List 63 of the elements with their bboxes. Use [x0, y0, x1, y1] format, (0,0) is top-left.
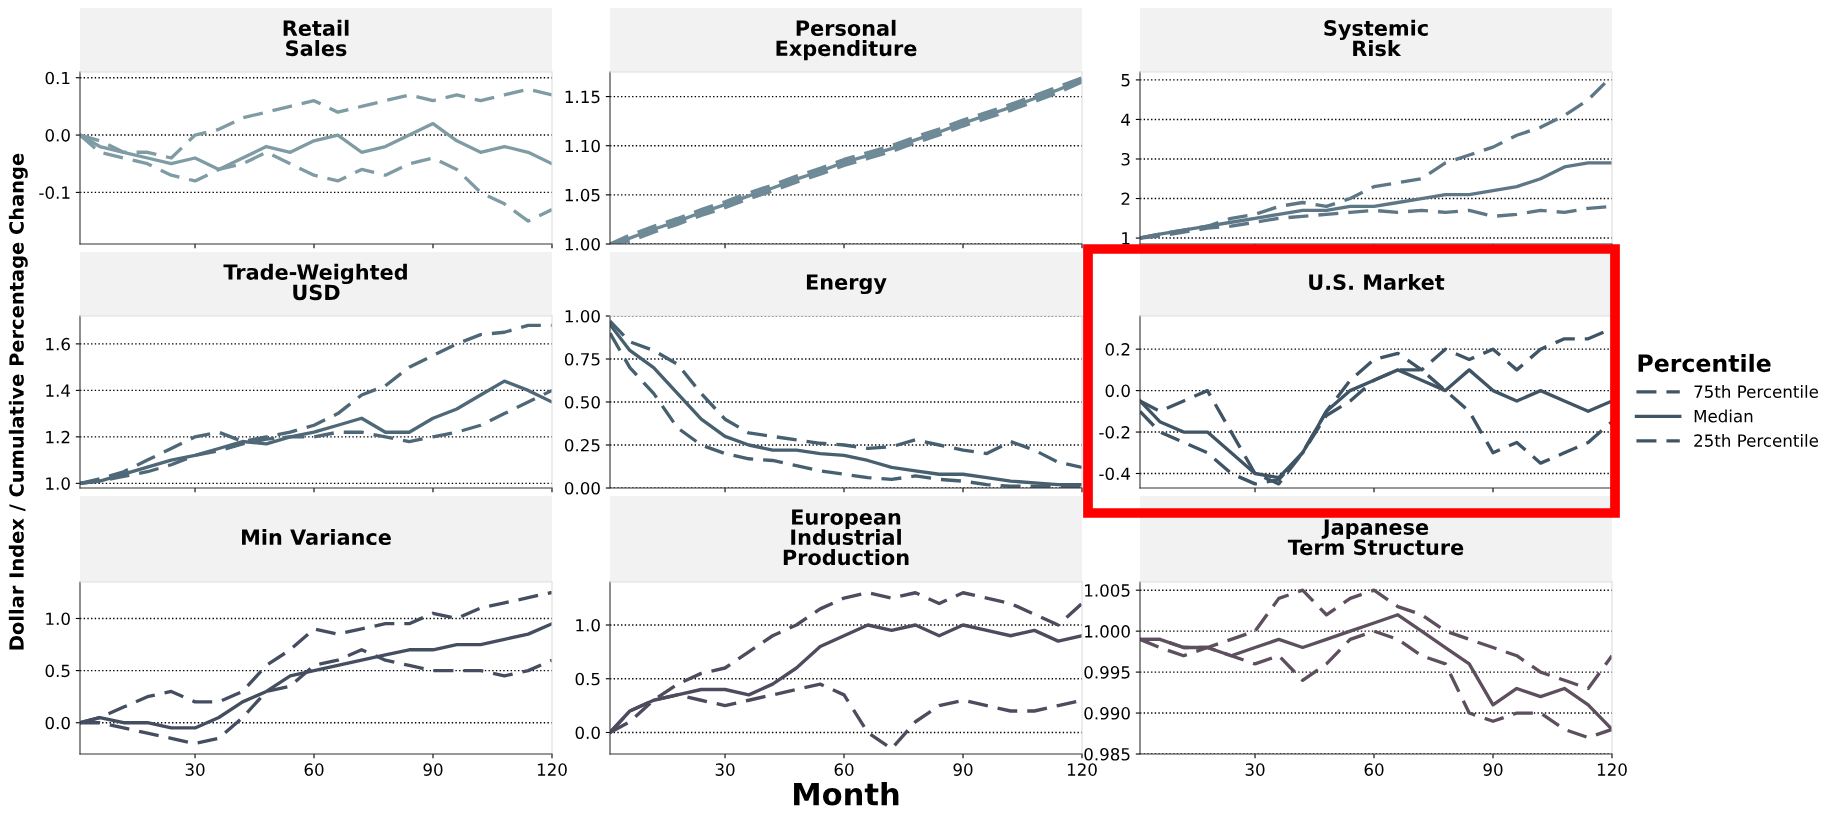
- y-tick-label: 0.990: [1084, 707, 1130, 720]
- x-tick-label: 120: [1597, 763, 1627, 776]
- y-tick-label: 2: [1121, 192, 1130, 205]
- chart-title: Japanese Term Structure: [1287, 519, 1464, 556]
- y-tick-label: 1.2: [46, 430, 70, 444]
- y-tick-label: 1.05: [565, 188, 600, 202]
- y-tick-label: 0.00: [564, 481, 600, 495]
- chart-title: Retail Sales: [283, 19, 349, 57]
- y-tick-label: 0.985: [1084, 747, 1130, 761]
- chart-title: Personal Expenditure: [776, 19, 917, 61]
- y-tick-label: 4: [1121, 113, 1131, 126]
- y-tick-label: 1.10: [565, 139, 600, 153]
- y-tick-label: 0.0: [1105, 384, 1130, 398]
- y-tick-label: 1.0: [46, 612, 70, 626]
- y-tick-label: 1.00: [565, 237, 600, 251]
- y-tick-label: 1.15: [565, 90, 600, 104]
- x-tick-label: 120: [1067, 763, 1097, 776]
- chart-title: U.S. Market: [1309, 273, 1445, 291]
- y-tick-label: -0.4: [1099, 467, 1131, 481]
- y-tick-label: -0.2: [1099, 426, 1130, 439]
- y-tick-label: 1: [1122, 232, 1130, 245]
- y-tick-label: 0.0: [45, 129, 70, 142]
- chart-title: Energy: [806, 274, 887, 295]
- y-tick-label: 1.6: [46, 337, 70, 351]
- legend-label: 25th Percentile: [1694, 433, 1819, 447]
- x-tick-label: 30: [185, 763, 205, 776]
- y-tick-label: 1.4: [46, 384, 71, 397]
- y-tick-label: 1.0: [576, 618, 600, 632]
- y-tick-label: 0.75: [564, 352, 600, 366]
- chart-title: Trade-Weighted USD: [223, 263, 407, 301]
- y-tick-label: 1.0: [46, 477, 70, 490]
- x-tick-label: 60: [304, 763, 324, 776]
- x-tick-label: 60: [1364, 763, 1384, 776]
- y-tick-label: 0.1: [45, 71, 70, 85]
- chart-title: Systemic Risk: [1324, 19, 1428, 57]
- chart-title: European Industrial Production: [783, 509, 909, 566]
- y-tick-label: 0.0: [575, 726, 600, 740]
- x-tick-label: 90: [423, 763, 443, 776]
- y-tick-label: 1.00: [565, 309, 600, 323]
- y-tick-label: -0.1: [39, 186, 70, 199]
- x-tick-label: 30: [1245, 763, 1265, 776]
- x-tick-label: 60: [834, 763, 854, 776]
- y-tick-label: 0.50: [564, 395, 600, 409]
- y-tick-label: 0.5: [575, 672, 600, 686]
- x-tick-label: 90: [1483, 763, 1503, 776]
- y-tick-label: 1.005: [1085, 584, 1130, 597]
- y-tick-label: 5: [1121, 74, 1130, 87]
- chart-title: Min Variance: [242, 528, 391, 546]
- legend-label: 75th Percentile: [1694, 385, 1819, 398]
- x-tick-label: 30: [715, 763, 735, 776]
- y-tick-label: 0.2: [1105, 343, 1130, 356]
- x-tick-label: 90: [953, 763, 973, 776]
- legend-label: Median: [1694, 409, 1753, 423]
- x-tick-label: 120: [537, 763, 567, 776]
- y-tick-label: 0.5: [45, 664, 70, 678]
- legend-title: Percentile: [1638, 353, 1771, 373]
- y-axis-title: Dollar Index / Cumulative Percentage Change: [8, 153, 28, 650]
- y-tick-label: 0.995: [1084, 666, 1130, 679]
- y-tick-label: 0.0: [45, 716, 70, 730]
- y-tick-label: 3: [1121, 152, 1130, 166]
- y-tick-label: 0.25: [564, 438, 600, 452]
- x-axis-title: Month: [794, 781, 899, 806]
- y-tick-label: 1.000: [1085, 625, 1130, 638]
